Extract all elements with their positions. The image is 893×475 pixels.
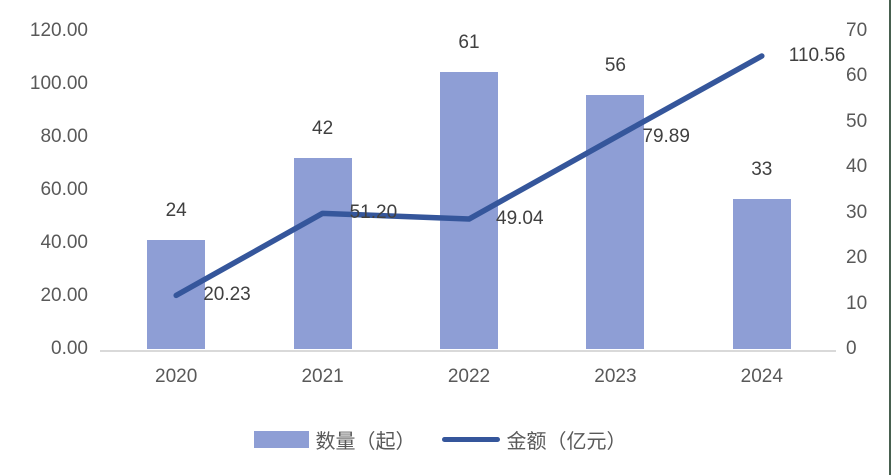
- y-axis-left-tick-label: 0.00: [51, 338, 88, 359]
- legend-label-bar-series: 数量（起）: [315, 430, 416, 453]
- legend-label-line-series: 金额（亿元）: [506, 430, 627, 453]
- y-axis-left-tick-label: 80.00: [40, 126, 88, 147]
- line-data-label: 79.89: [642, 126, 690, 148]
- bar: [147, 239, 206, 349]
- bar-data-label: 33: [751, 159, 773, 181]
- x-axis-label: 2020: [155, 366, 198, 387]
- y-axis-right-tick-label: 60: [846, 65, 868, 87]
- y-axis-left-tick-label: 120.00: [29, 20, 88, 41]
- x-axis-label: 2021: [301, 366, 344, 387]
- line-series-swatch-icon: [441, 436, 500, 442]
- bar-data-label: 24: [165, 199, 187, 221]
- x-axis-label: 2024: [740, 366, 783, 387]
- y-axis-right-tick-label: 40: [846, 156, 868, 178]
- bar: [440, 71, 498, 349]
- y-axis-right-tick-label: 30: [846, 201, 868, 223]
- bar: [586, 94, 645, 349]
- bar: [732, 199, 791, 349]
- legend-item-bar-series: 数量（起）: [253, 425, 416, 454]
- y-axis-right-tick-label: 50: [846, 110, 868, 132]
- bar-series-swatch-icon: [253, 430, 309, 448]
- y-axis-right-tick-label: 70: [846, 20, 868, 41]
- x-axis-line: [100, 350, 836, 352]
- y-axis-left-tick-label: 60.00: [40, 179, 88, 200]
- y-axis-right-tick-label: 20: [846, 247, 868, 269]
- y-axis-left-tick-label: 100.00: [29, 73, 88, 94]
- x-axis-label: 2023: [594, 366, 637, 387]
- x-axis-label: 2022: [447, 366, 491, 387]
- y-axis-right-tick-label: 0: [846, 338, 857, 359]
- line-data-label: 51.20: [349, 202, 398, 224]
- line-data-label: 20.23: [203, 284, 251, 306]
- bar-data-label: 61: [458, 31, 480, 53]
- y-axis-left-tick-label: 20.00: [40, 285, 88, 306]
- line-data-label: 110.56: [788, 45, 846, 67]
- bar-data-label: 56: [604, 54, 626, 76]
- bar: [293, 158, 352, 349]
- legend-item-line-series: 金额（亿元）: [441, 425, 627, 454]
- line-data-label: 49.04: [496, 208, 544, 230]
- y-axis-left-tick-label: 40.00: [40, 232, 88, 253]
- y-axis-right-tick-label: 10: [846, 292, 868, 314]
- screen-edge-border: [889, 0, 891, 475]
- bar-data-label: 42: [312, 118, 334, 140]
- legend: 数量（起） 金额（亿元）: [0, 425, 880, 453]
